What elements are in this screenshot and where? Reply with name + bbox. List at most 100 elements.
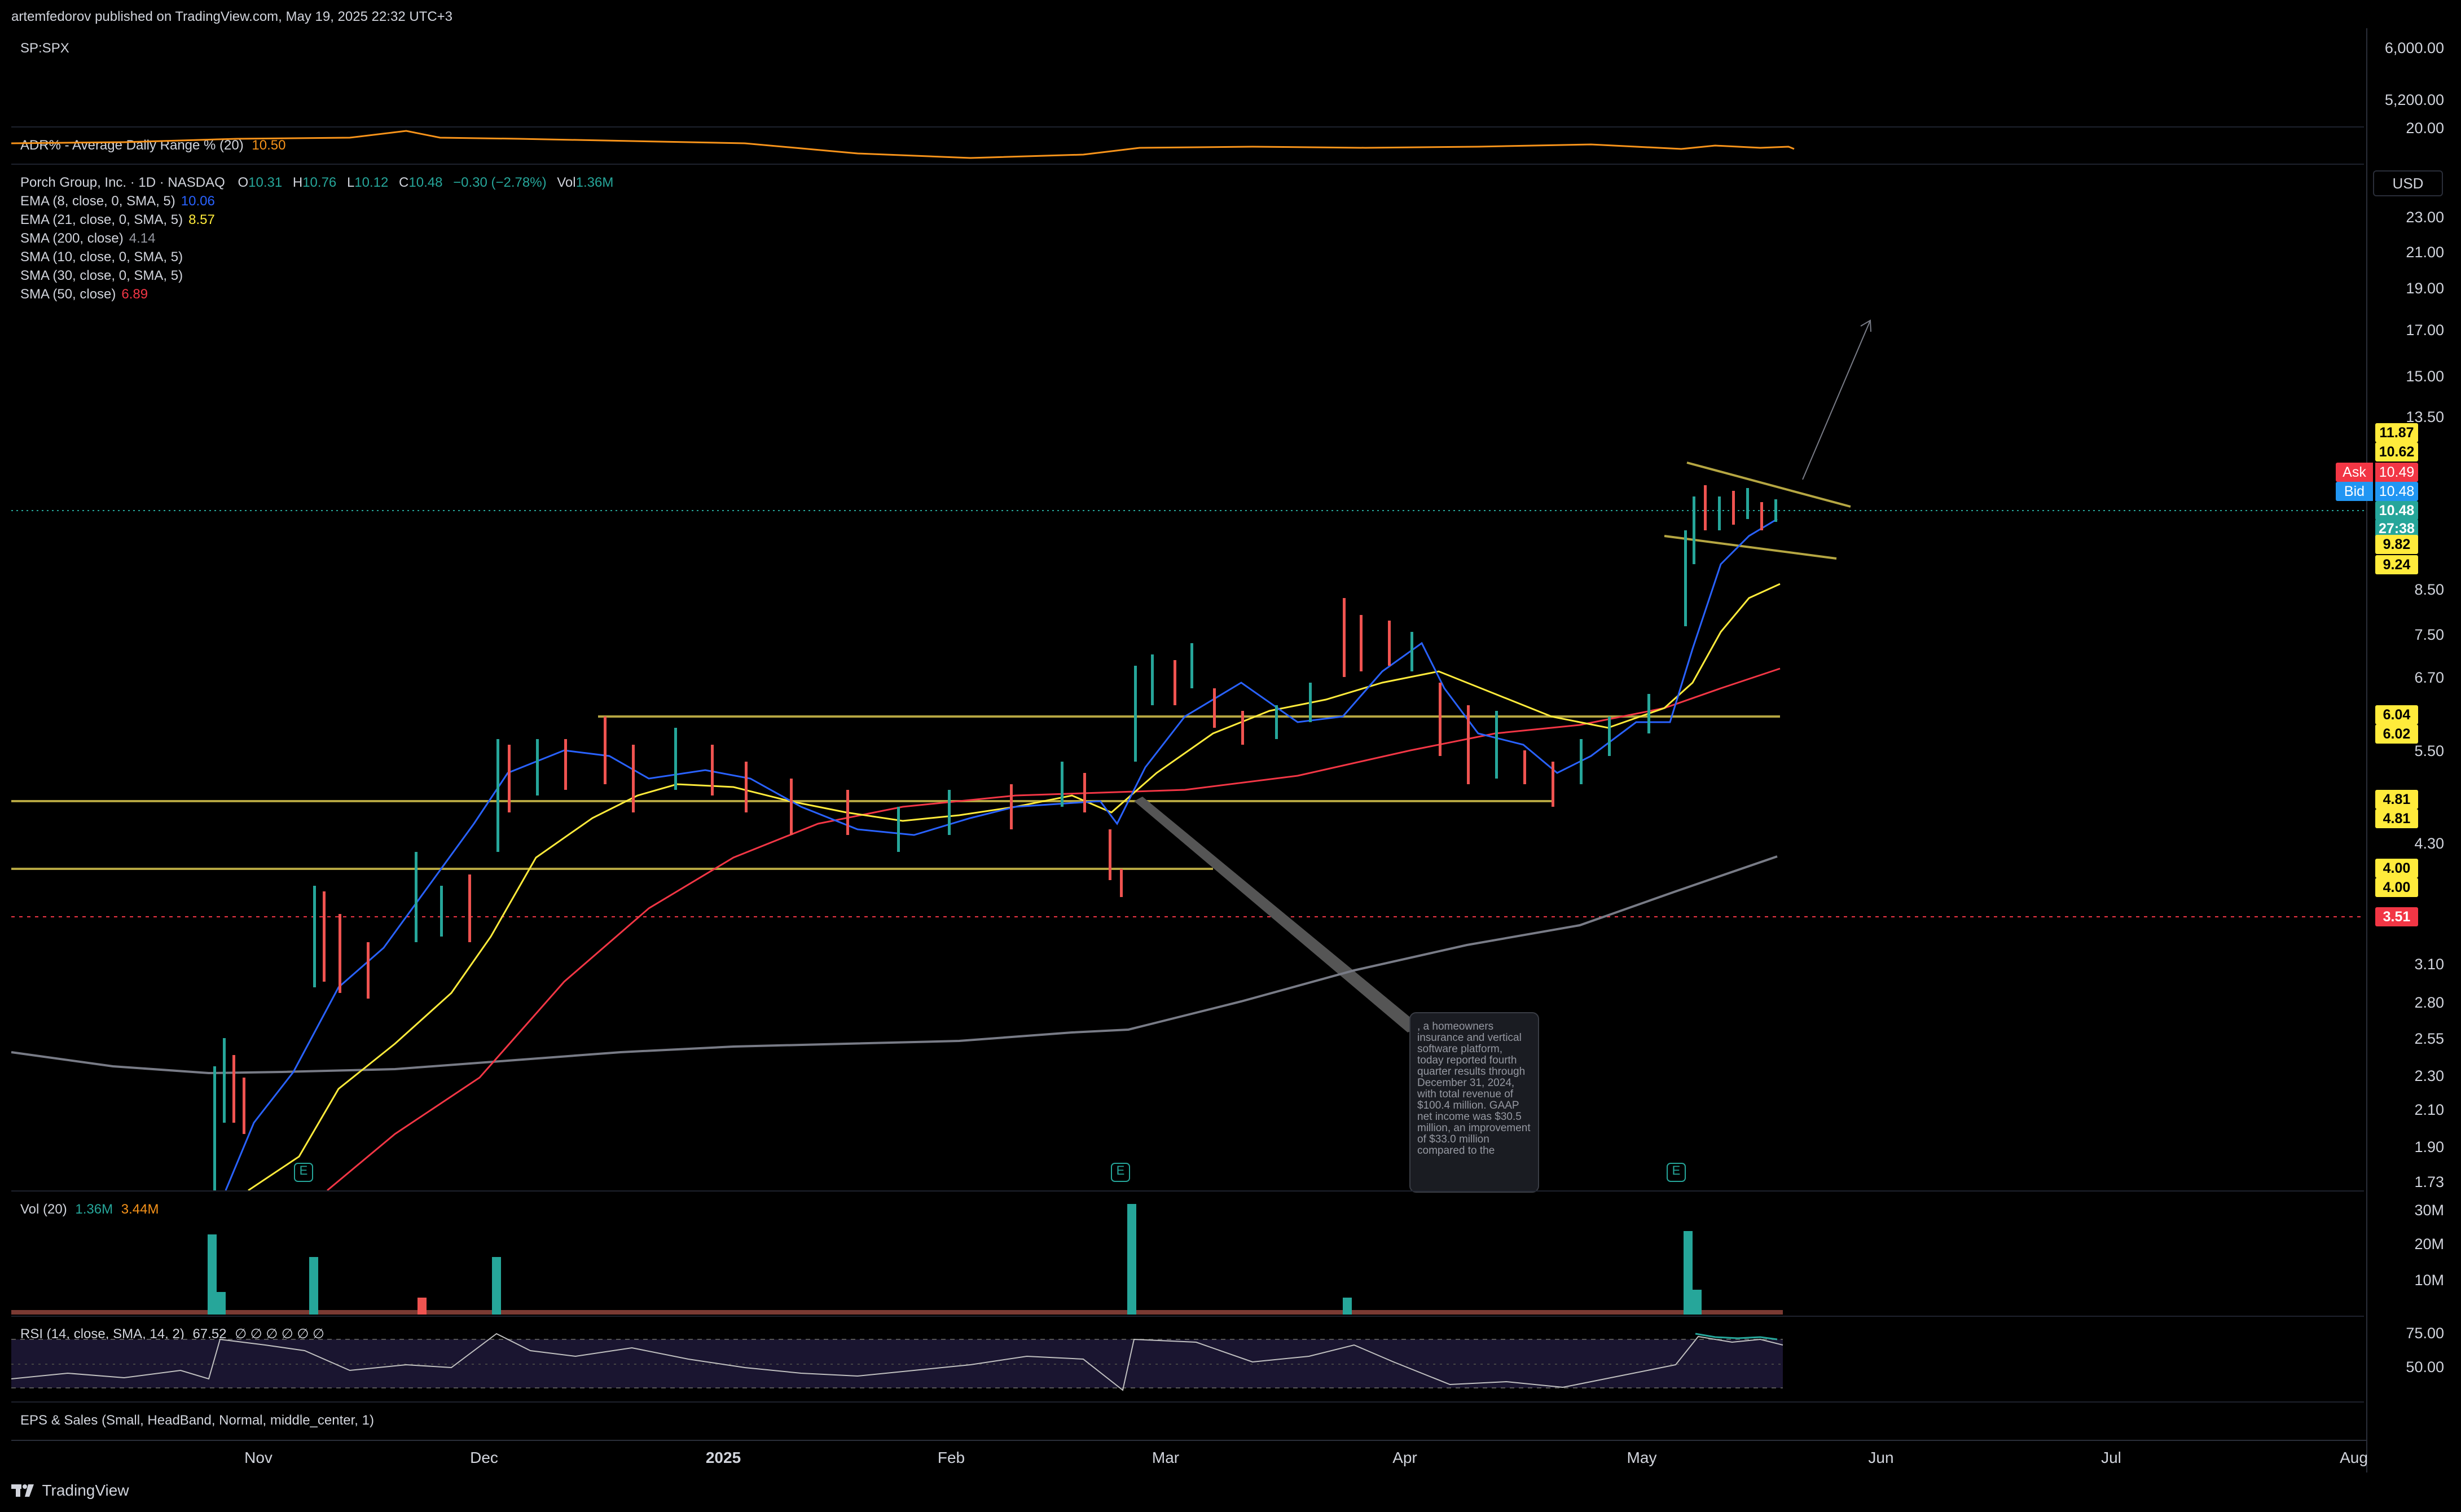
adr-line: [11, 130, 1795, 159]
price-scale-label: 7.50: [2414, 626, 2444, 643]
earnings-marker-label[interactable]: E: [1116, 1163, 1125, 1177]
price-scale-label: 1.90: [2414, 1139, 2444, 1155]
tradingview-logo[interactable]: TradingView: [11, 1482, 129, 1502]
ask-label: Ask: [2336, 463, 2373, 482]
legend-sma10[interactable]: SMA (10, close, 0, SMA, 5): [20, 249, 183, 265]
price-tag: 9.82: [2375, 535, 2418, 554]
candle: [1760, 502, 1763, 530]
candle: [1684, 530, 1687, 626]
candle: [1608, 717, 1611, 756]
candle: [1467, 705, 1470, 784]
candle: [1693, 496, 1695, 564]
ohlc-low-label: L: [346, 175, 355, 190]
candle: [323, 891, 326, 982]
candle: [632, 745, 635, 812]
candle: [897, 807, 900, 852]
price-tag: 6.02: [2375, 724, 2418, 744]
x-axis-label: Apr: [1392, 1449, 1417, 1466]
currency-button[interactable]: USD: [2373, 170, 2443, 196]
price-tag: 9.24: [2375, 555, 2418, 574]
tradingview-brand: TradingView: [42, 1482, 129, 1499]
ohlc-open-label: O: [238, 175, 249, 190]
legend-sma200[interactable]: SMA (200, close) 4.14: [20, 231, 155, 247]
legend-sma50[interactable]: SMA (50, close) 6.89: [20, 287, 148, 302]
bid-tag: Bid 10.48: [2336, 482, 2418, 501]
pane-separator[interactable]: [11, 1316, 2364, 1317]
legend-ema8[interactable]: EMA (8, close, 0, SMA, 5) 10.06: [20, 194, 215, 209]
price-axis-border: [2366, 28, 2367, 1473]
x-axis-label: Jul: [2101, 1449, 2121, 1466]
vol-scale-30m: 30M: [2414, 1202, 2444, 1219]
candle: [1120, 869, 1123, 897]
candle: [948, 790, 951, 835]
candle: [1275, 705, 1278, 739]
ohlc-vol: 1.36M: [575, 175, 614, 190]
legend-ema21-label: EMA (21, close, 0, SMA, 5): [20, 212, 183, 227]
price-scale-label: 21.00: [2406, 244, 2444, 261]
candle: [1134, 666, 1137, 762]
flag-top-line: [1686, 461, 1851, 508]
candle: [1109, 829, 1111, 880]
price-tag: 11.87: [2375, 423, 2418, 442]
price-scale-label: 2.80: [2414, 994, 2444, 1011]
legend-sma200-value: 4.14: [129, 231, 156, 246]
ohlc-high: 10.76: [302, 175, 337, 190]
ohlc-close-label: C: [399, 175, 409, 190]
price-scale-label: 13.50: [2406, 408, 2444, 425]
ohlc-high-label: H: [292, 175, 303, 190]
pane-separator[interactable]: [11, 164, 2364, 165]
main-legend[interactable]: Porch Group, Inc. · 1D · NASDAQ O10.31 H…: [20, 175, 613, 191]
candle: [1360, 615, 1363, 671]
vol-value-2: 3.44M: [121, 1202, 159, 1217]
last-price-tag: 10.48: [2375, 501, 2418, 520]
candle: [604, 717, 607, 784]
candle: [213, 1066, 216, 1190]
pane-separator[interactable]: [11, 126, 2364, 128]
price-scale-label: 4.30: [2414, 835, 2444, 852]
vol-scale-20m: 20M: [2414, 1236, 2444, 1252]
price-tag: 4.81: [2375, 809, 2418, 828]
candle: [339, 914, 341, 993]
projection-arrow: [1802, 320, 1871, 480]
earnings-marker-label[interactable]: E: [299, 1163, 308, 1177]
earnings-callout-note[interactable]: , a homeowners insurance and vertical so…: [1409, 1012, 1539, 1193]
candle: [1495, 711, 1498, 779]
time-axis-border: [11, 1440, 2366, 1441]
price-scale-label: 5.50: [2414, 742, 2444, 759]
rsi-chart: [11, 1333, 1783, 1391]
candle: [415, 852, 418, 942]
legend-sma10-label: SMA (10, close, 0, SMA, 5): [20, 249, 183, 265]
candle: [232, 1055, 235, 1123]
spx-symbol[interactable]: SP:SPX: [20, 41, 69, 56]
flag-bottom-line: [1664, 535, 1837, 560]
pane-separator[interactable]: [11, 1401, 2364, 1403]
candle: [1523, 750, 1526, 784]
candle: [468, 874, 471, 942]
sma200-line: [11, 855, 1778, 1075]
rsi-line: [11, 1333, 1783, 1391]
ohlc-change: −0.30 (−2.78%): [453, 175, 547, 190]
pane-separator[interactable]: [11, 1190, 2364, 1192]
adr-value: 10.50: [252, 138, 286, 153]
ema21-line: [248, 583, 1781, 1190]
volume-bars: [11, 1204, 1783, 1315]
earnings-marker-label[interactable]: E: [1672, 1163, 1681, 1177]
eps-legend[interactable]: EPS & Sales (Small, HeadBand, Normal, mi…: [20, 1413, 374, 1428]
x-axis-label: Nov: [244, 1449, 273, 1466]
candle: [1083, 773, 1086, 812]
legend-sma30[interactable]: SMA (30, close, 0, SMA, 5): [20, 268, 183, 284]
price-scale-label: 19.00: [2406, 280, 2444, 297]
candle: [1718, 496, 1721, 530]
legend-ema21[interactable]: EMA (21, close, 0, SMA, 5) 8.57: [20, 212, 215, 228]
candle: [674, 728, 677, 790]
candles: [213, 485, 1777, 1190]
candle: [243, 1078, 245, 1134]
candle: [223, 1038, 226, 1123]
main-chart[interactable]: [0, 164, 2364, 1190]
legend-sma50-value: 6.89: [121, 287, 148, 302]
vol-legend[interactable]: Vol (20) 1.36M 3.44M: [20, 1202, 159, 1217]
price-tag: 6.04: [2375, 705, 2418, 724]
ohlc-open: 10.31: [248, 175, 283, 190]
x-axis-label: Dec: [470, 1449, 498, 1466]
price-tag: 10.62: [2375, 442, 2418, 461]
